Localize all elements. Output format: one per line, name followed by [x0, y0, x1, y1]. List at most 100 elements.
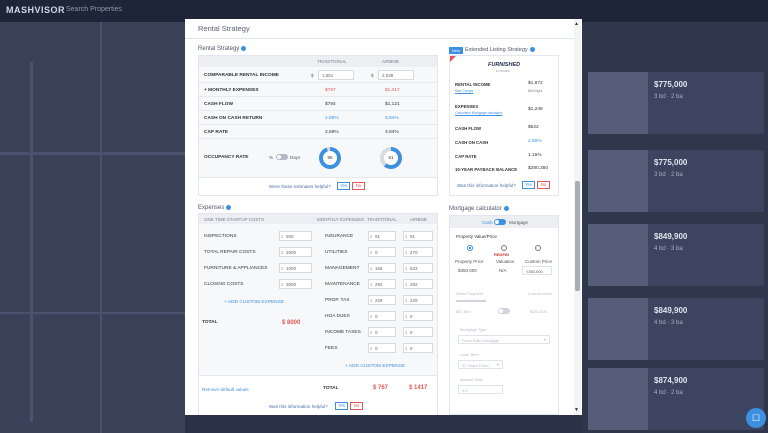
airbnb-cap-rate: 3.84% [385, 130, 399, 135]
remove-defaults-link[interactable]: Remove default values [202, 387, 249, 392]
prop-tax-traditional-input[interactable]: $229 [368, 295, 396, 305]
interest-rate-input[interactable]: 4.0 [458, 385, 503, 394]
listing-card[interactable]: $775,000 3 bd · 2 ba [588, 150, 764, 212]
listing-thumbnail [588, 298, 648, 360]
dp-unit-toggle[interactable] [498, 308, 510, 314]
row-comparable-income: COMPARABLE RENTAL INCOME $ 1,551 $ 2,538 [199, 68, 437, 83]
expenses-table: ONE TIME STARTUP COSTS MONTHLY EXPENSES … [198, 213, 438, 415]
rs-yes-button[interactable]: Yes [337, 182, 350, 190]
traditional-occupancy-value: 95 [323, 151, 337, 165]
fees-airbnb-input[interactable]: $0 [403, 343, 433, 353]
listing-meta: 4 bd · 3 ba [654, 246, 683, 252]
row-label: COMPARABLE RENTAL INCOME [204, 73, 279, 78]
exp-yes-button[interactable]: Yes [335, 402, 348, 410]
els-payback-label: 10-YEAR PAYBACK BALANCE [455, 167, 518, 172]
rs-helpful-text: Were these estimates helpful? [269, 184, 331, 189]
col-startup: ONE TIME STARTUP COSTS [204, 217, 265, 222]
expenses-header: ONE TIME STARTUP COSTS MONTHLY EXPENSES … [199, 214, 437, 224]
property-price-radio[interactable] [467, 245, 473, 251]
listing-card[interactable]: $874,900 4 bd · 2 ba [588, 368, 764, 430]
repair-costs-input[interactable]: $2500 [279, 247, 312, 257]
mortgage-label[interactable]: Mortgage [509, 220, 529, 225]
cash-mortgage-toggle[interactable] [494, 219, 506, 225]
inspections-input[interactable]: $500 [279, 231, 312, 241]
listing-price: $849,900 [654, 232, 688, 241]
income-tax-traditional-input[interactable]: $0 [368, 327, 396, 337]
monthly-total-traditional: $ 767 [373, 385, 389, 391]
row-monthly-expenses[interactable]: + MONTHLY EXPENSES $767 $1,417 [199, 83, 437, 97]
app-nav-search[interactable]: Search Properties [66, 6, 123, 13]
furniture-input[interactable]: $1000 [279, 263, 312, 273]
exp-no-button[interactable]: No [350, 402, 363, 410]
info-icon[interactable] [529, 47, 535, 53]
cash-label[interactable]: Cash [482, 220, 493, 225]
info-icon[interactable] [503, 206, 509, 211]
startup-label: CLOSING COSTS [204, 282, 244, 287]
maintenance-airbnb-input[interactable]: $292 [403, 279, 433, 289]
loan-term-value: 30 Years Fixed [462, 363, 489, 368]
els-no-button[interactable]: No [537, 181, 550, 189]
occupancy-unit-toggle[interactable] [276, 154, 288, 160]
modal-scrollbar[interactable]: ▲ ▼ [574, 19, 581, 415]
info-icon[interactable] [226, 205, 232, 210]
traditional-cap-rate: 2.69% [325, 130, 339, 135]
els-yes-button[interactable]: Yes [522, 181, 535, 189]
management-airbnb-input[interactable]: $633 [403, 263, 433, 273]
col-airbnb: AIRBNB [410, 217, 427, 222]
mortgage-type-select[interactable]: Fixed Rate Mortgage ▾ [458, 335, 550, 344]
management-traditional-input[interactable]: $155 [368, 263, 396, 273]
rs-no-button[interactable]: No [352, 182, 365, 190]
see-comps-link[interactable]: See Comps [455, 89, 474, 93]
listing-card[interactable]: $849,900 4 bd · 3 ba [588, 224, 764, 286]
closing-costs-input[interactable]: $3000 [279, 279, 312, 289]
listing-card[interactable]: $849,900 4 bd · 3 ba [588, 298, 764, 360]
rental-strategy-modal: Rental Strategy ▲ ▼ Rental Strategy TRAD… [185, 19, 582, 415]
utilities-airbnb-input[interactable]: $270 [403, 247, 433, 257]
fees-traditional-input[interactable]: $0 [368, 343, 396, 353]
app-logo[interactable]: MASHVISOR [6, 5, 66, 15]
cash-mortgage-toggle-bar: Cash Mortgage [450, 216, 558, 228]
map-background[interactable] [0, 22, 185, 433]
listing-price: $775,000 [654, 80, 688, 89]
chevron-down-icon: ▾ [496, 362, 499, 367]
els-expenses-label: EXPENSES [455, 104, 479, 109]
input-value: 91 [410, 234, 416, 239]
hoa-airbnb-input[interactable]: $0 [403, 311, 433, 321]
input-value: 1000 [286, 266, 297, 271]
listing-meta: 3 bd · 2 ba [654, 172, 683, 178]
listing-thumbnail [588, 72, 648, 134]
airbnb-expenses: $1,417 [385, 88, 400, 93]
custom-price-radio[interactable] [535, 245, 541, 251]
chat-icon[interactable]: ☐ [746, 408, 766, 428]
new-badge: New [449, 47, 464, 54]
scrollbar-thumb[interactable] [575, 181, 580, 291]
insurance-airbnb-input[interactable]: $91 [403, 231, 433, 241]
traditional-income-input[interactable]: 1,551 [318, 70, 354, 80]
listing-price: $874,900 [654, 376, 688, 385]
els-expenses: $1,249 [528, 107, 543, 112]
monthly-label: INCOME TAXES [325, 330, 361, 335]
scroll-up-arrow-icon[interactable]: ▲ [574, 21, 579, 27]
listing-cards: $775,000 3 bd · 2 ba $775,000 3 bd · 2 b… [582, 22, 768, 433]
input-value: 229 [410, 298, 418, 303]
startup-total-label: TOTAL [202, 320, 218, 325]
input-value: 91 [375, 234, 381, 239]
els-calculator-links[interactable]: Calculator Mortgage calculator [455, 111, 503, 115]
add-custom-startup-button[interactable]: + ADD CUSTOM EXPENSE [224, 300, 285, 305]
scroll-down-arrow-icon[interactable]: ▼ [574, 407, 579, 413]
valuation-radio[interactable] [501, 245, 507, 251]
utilities-traditional-input[interactable]: $0 [368, 247, 396, 257]
custom-price-input[interactable]: $350,000 [522, 266, 552, 275]
income-tax-airbnb-input[interactable]: $0 [403, 327, 433, 337]
maintenance-traditional-input[interactable]: $292 [368, 279, 396, 289]
add-custom-monthly-button[interactable]: + ADD CUSTOM EXPENSE [345, 364, 406, 369]
listing-card[interactable]: $775,000 3 bd · 2 ba [588, 72, 764, 134]
prop-tax-airbnb-input[interactable]: $229 [403, 295, 433, 305]
insurance-traditional-input[interactable]: $91 [368, 231, 396, 241]
hoa-traditional-input[interactable]: $0 [368, 311, 396, 321]
down-payment-slider[interactable] [456, 300, 486, 302]
loan-term-select[interactable]: 30 Years Fixed ▾ [458, 360, 503, 369]
airbnb-income-input[interactable]: 2,538 [378, 70, 414, 80]
rental-strategy-table: TRADITIONAL AIRBNB COMPARABLE RENTAL INC… [198, 55, 438, 196]
info-icon[interactable] [241, 46, 247, 51]
